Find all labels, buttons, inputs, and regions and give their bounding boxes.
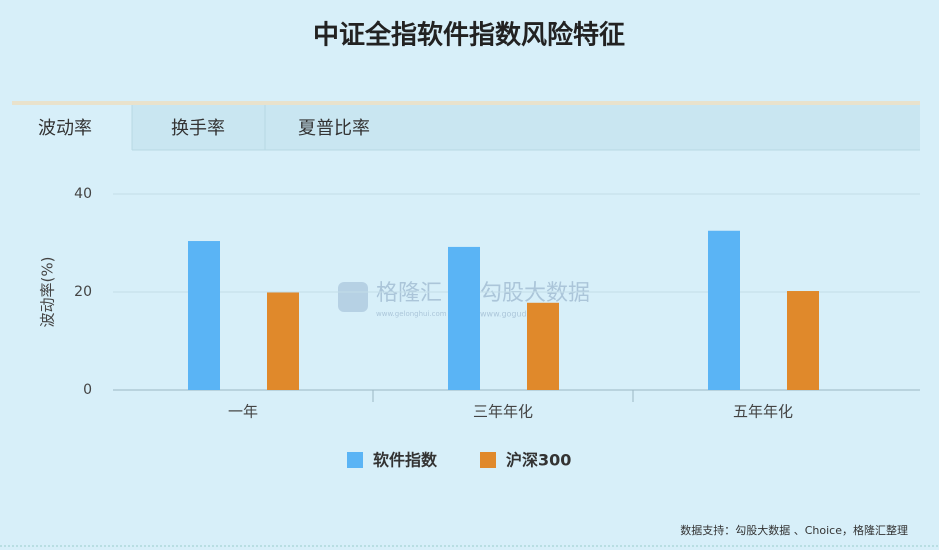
watermark-logo	[338, 282, 368, 312]
x-tick-label: 五年年化	[733, 403, 793, 421]
watermark-url: www.gogudata.com	[480, 310, 559, 319]
y-axis-label: 波动率(%)	[39, 257, 57, 328]
bar	[188, 241, 220, 390]
tab[interactable]: 波动率	[38, 118, 92, 139]
legend-swatch	[347, 452, 363, 468]
bar	[448, 246, 480, 390]
y-tick-label: 20	[74, 284, 92, 300]
bar	[267, 292, 299, 390]
y-tick-label: 40	[74, 186, 92, 202]
watermark-text: 勾股大数据	[480, 281, 590, 306]
bar	[527, 302, 559, 390]
legend-label: 沪深300	[506, 451, 571, 470]
footer: 数据支持：勾股大数据 、Choice，格隆汇整理	[680, 523, 908, 537]
tab-bar	[12, 105, 920, 150]
active-tab-bg	[12, 105, 132, 151]
bar	[708, 230, 740, 390]
watermark-text: 格隆汇	[376, 281, 442, 306]
tab[interactable]: 夏普比率	[298, 118, 370, 139]
watermark-url: www.gelonghui.com	[376, 310, 447, 318]
tab[interactable]: 换手率	[171, 118, 225, 139]
x-tick-label: 一年	[228, 403, 258, 421]
legend-label: 软件指数	[373, 451, 438, 470]
bar	[787, 291, 819, 390]
x-tick-label: 三年年化	[473, 403, 533, 421]
tab-bar-top	[12, 101, 920, 105]
legend-swatch	[480, 452, 496, 468]
y-tick-label: 0	[83, 382, 92, 398]
chart-title: 中证全指软件指数风险特征	[313, 20, 625, 51]
